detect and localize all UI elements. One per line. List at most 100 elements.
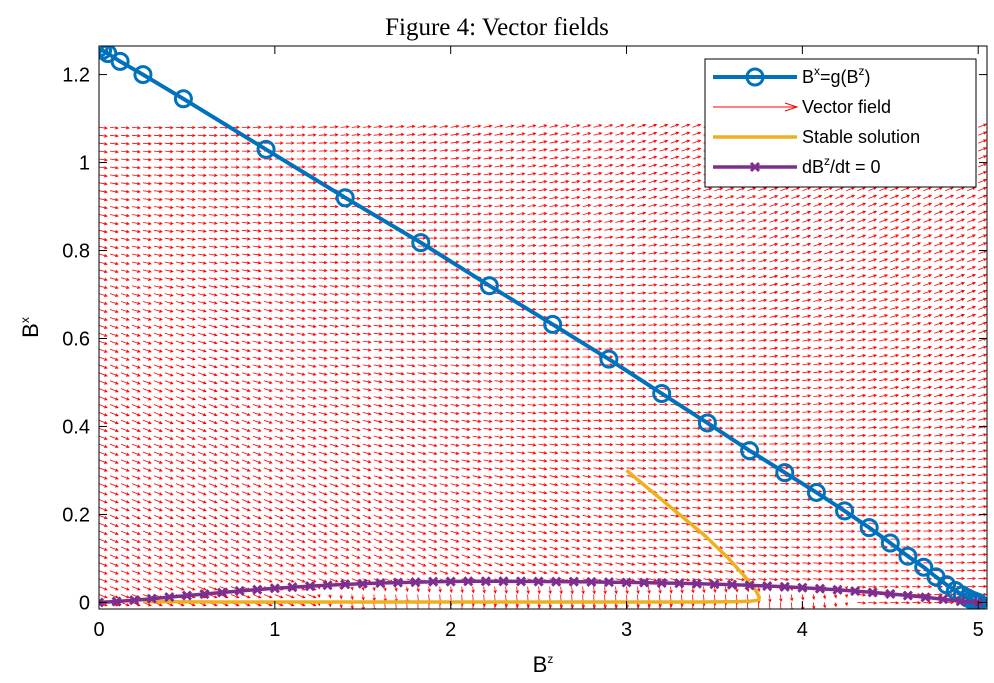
nullcline-point — [287, 582, 298, 593]
nullcline-point — [269, 583, 280, 594]
nullcline-point — [937, 594, 949, 605]
g-curve-point — [543, 314, 563, 334]
nullcline-point — [146, 593, 157, 604]
y-tick-label: 0.6 — [62, 328, 90, 350]
y-tick-label: 1.2 — [62, 65, 90, 87]
g-curve-point — [599, 349, 619, 369]
g-curve-point — [256, 139, 276, 159]
legend-label-nullcline: dBz/dt = 0 — [802, 154, 881, 177]
g-curve-point — [133, 65, 153, 85]
nullcline-point — [691, 578, 702, 589]
nullcline-point — [568, 576, 579, 587]
g-curve-point — [775, 463, 795, 483]
g-curve-point — [898, 546, 918, 566]
g-curve-point — [173, 89, 193, 109]
series-line-stable — [142, 469, 762, 604]
figure-title: Figure 4: Vector fields — [385, 14, 609, 41]
nullcline-point — [463, 576, 474, 587]
nullcline-point — [656, 577, 667, 589]
legend-x-icon — [749, 161, 761, 173]
nullcline-point — [832, 584, 843, 595]
nullcline-point — [252, 584, 263, 595]
legend-label-g_curve: Bx=g(Bz) — [802, 64, 871, 87]
nullcline-point — [304, 581, 316, 592]
x-axis-label: Bz — [533, 652, 554, 677]
g-curve-point — [880, 533, 900, 553]
nullcline-point — [902, 590, 913, 601]
g-curve-point — [806, 482, 826, 502]
y-tick-label: 1 — [79, 153, 90, 175]
nullcline-point — [99, 597, 105, 608]
nullcline-point — [867, 587, 878, 598]
g-curve-point — [479, 276, 499, 296]
nullcline-point — [674, 578, 685, 589]
x-tick-label: 5 — [973, 619, 984, 641]
y-tick-label: 0.2 — [62, 504, 90, 526]
y-tick-label: 0.8 — [62, 241, 90, 263]
g-curve-point — [914, 557, 934, 577]
nullcline-point — [515, 576, 527, 587]
nullcline-point — [234, 585, 245, 597]
legend-circle-icon — [745, 67, 765, 87]
nullcline-point — [814, 583, 826, 594]
nullcline-point — [357, 578, 368, 589]
nullcline-point — [850, 585, 861, 597]
nullcline-point — [885, 588, 896, 599]
g-curve-point — [859, 518, 879, 538]
nullcline-point — [621, 577, 632, 588]
nullcline-point — [199, 588, 210, 600]
y-axis-label: Bx — [18, 317, 43, 338]
x-tick-label: 2 — [445, 619, 456, 641]
nullcline-point — [603, 577, 615, 588]
legend-arrow-icon — [713, 102, 799, 112]
nullcline-point — [639, 577, 650, 588]
x-tick-label: 3 — [621, 619, 632, 641]
nullcline-point — [375, 577, 386, 589]
legend: Bx=g(Bz) Vector field Stable solution dBz/d… — [704, 58, 977, 188]
axes-box — [98, 45, 988, 610]
vector-field-arrow-set — [99, 123, 987, 609]
nullcline-point — [955, 596, 966, 607]
legend-label-vector_field: Vector field — [802, 97, 891, 117]
nullcline-point — [726, 579, 738, 590]
nullcline-point — [744, 580, 755, 591]
nullcline-point — [181, 590, 192, 601]
nullcline-point — [428, 576, 439, 587]
nullcline-point — [410, 577, 421, 588]
nullcline-point — [480, 576, 491, 587]
nullcline-point — [551, 576, 562, 587]
nullcline-point — [392, 577, 403, 588]
g-curve-point — [99, 46, 109, 58]
nullcline-point — [709, 579, 720, 590]
nullcline-point — [445, 576, 456, 587]
y-tick-label: 0.4 — [62, 416, 90, 438]
g-curve-point — [411, 233, 431, 253]
g-curve-point — [740, 441, 760, 461]
vector-field-arrows — [99, 123, 987, 609]
g-curve-point — [110, 51, 130, 71]
g-curve-point — [652, 383, 672, 403]
nullcline-point — [920, 592, 931, 603]
nullcline-point — [217, 587, 228, 598]
g-curve-point — [335, 188, 355, 208]
legend-label-stable: Stable solution — [802, 127, 920, 147]
axis-ticks: 0 1 2 3 4 5 0 0.2 0.4 0.6 0.8 1 1.2 — [62, 46, 987, 641]
nullcline-point — [586, 576, 597, 588]
x-tick-label: 1 — [269, 619, 280, 641]
y-tick-label: 0 — [79, 592, 90, 614]
nullcline-point — [164, 592, 175, 603]
x-tick-label: 0 — [93, 619, 104, 641]
nullcline-point — [340, 579, 351, 590]
nullcline-point — [111, 596, 122, 607]
x-tick-label: 4 — [797, 619, 808, 641]
nullcline-point — [762, 580, 773, 592]
g-curve-point — [697, 413, 717, 433]
nullcline-point — [533, 576, 544, 587]
nullcline-point — [322, 580, 333, 591]
nullcline-point — [498, 576, 509, 587]
nullcline-point — [797, 582, 808, 593]
series-layer — [99, 46, 987, 609]
nullcline-point — [129, 595, 140, 606]
g-curve-point — [835, 501, 855, 521]
